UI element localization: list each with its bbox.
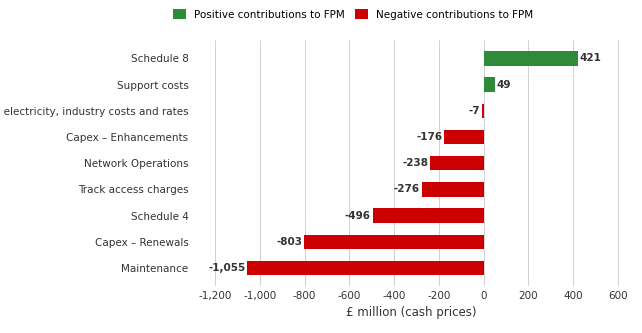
Text: -238: -238 (403, 158, 429, 168)
Text: -496: -496 (345, 210, 371, 220)
Bar (482, 104, 483, 118)
Text: 49: 49 (496, 80, 511, 90)
Bar (247, 261, 483, 275)
Legend: Positive contributions to FPM, Negative contributions to FPM: Positive contributions to FPM, Negative … (169, 5, 537, 24)
Text: -176: -176 (416, 132, 442, 142)
Bar (444, 130, 483, 144)
X-axis label: £ million (cash prices): £ million (cash prices) (345, 306, 476, 319)
Bar (422, 182, 483, 196)
Bar (483, 51, 578, 66)
Bar (430, 156, 483, 170)
Text: -7: -7 (469, 106, 480, 116)
Text: -276: -276 (394, 184, 420, 194)
Text: -803: -803 (276, 237, 302, 247)
Text: 421: 421 (580, 53, 602, 63)
Text: -1,055: -1,055 (209, 263, 246, 273)
Bar (372, 208, 483, 223)
Bar (304, 234, 483, 249)
Bar (483, 77, 494, 92)
